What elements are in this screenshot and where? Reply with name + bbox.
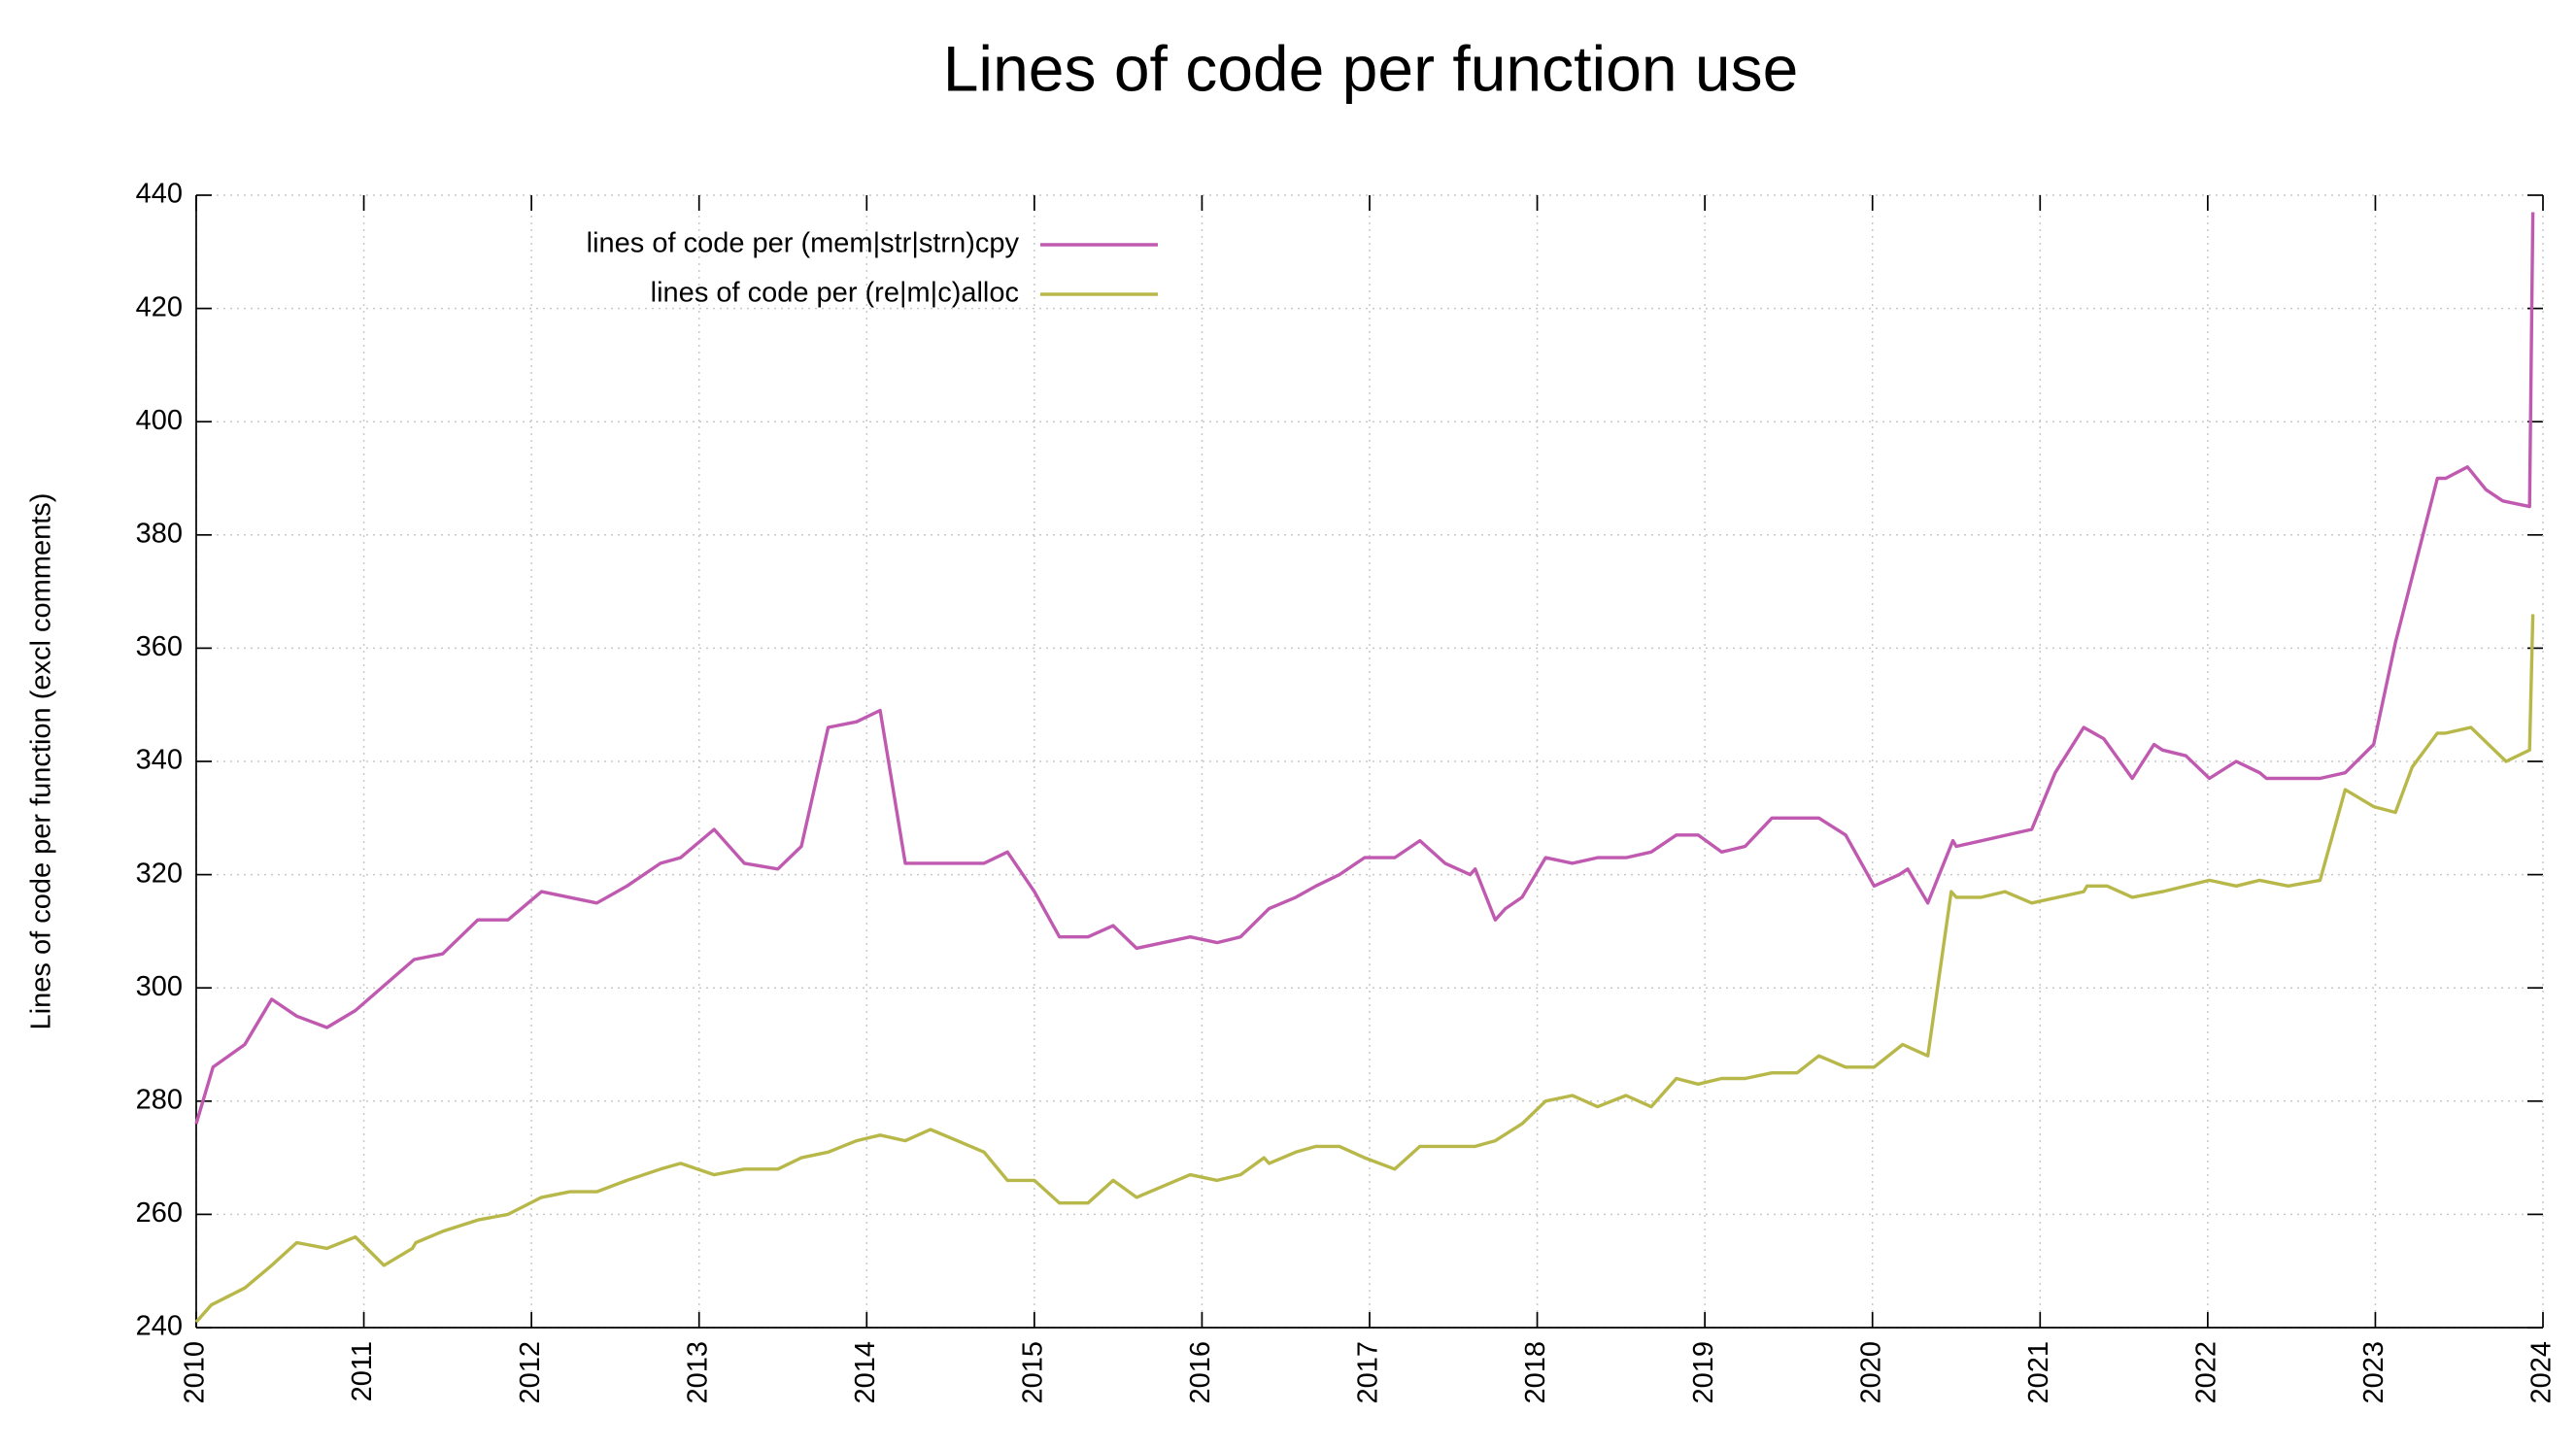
y-tick-label: 260 <box>136 1197 183 1229</box>
y-tick-label: 380 <box>136 518 183 549</box>
y-tick-label: 280 <box>136 1084 183 1115</box>
y-tick-label: 300 <box>136 971 183 1002</box>
chart-title: Lines of code per function use <box>943 32 1799 104</box>
x-tick-label: 2013 <box>682 1341 713 1404</box>
y-tick-label: 320 <box>136 858 183 889</box>
y-tick-label: 420 <box>136 291 183 322</box>
y-tick-label: 440 <box>136 179 183 210</box>
x-tick-label: 2016 <box>1185 1341 1216 1404</box>
x-tick-label: 2023 <box>2358 1341 2390 1404</box>
x-tick-label: 2024 <box>2526 1341 2558 1404</box>
y-tick-label: 360 <box>136 631 183 662</box>
y-tick-label: 400 <box>136 405 183 436</box>
x-tick-label: 2022 <box>2191 1341 2222 1404</box>
legend-label: lines of code per (mem|str|strn)cpy <box>587 228 1020 259</box>
y-tick-label: 240 <box>136 1311 183 1342</box>
x-tick-label: 2017 <box>1353 1341 1384 1404</box>
y-tick-label: 340 <box>136 745 183 776</box>
x-tick-label: 2020 <box>1855 1341 1886 1404</box>
legend-label: lines of code per (re|m|c)alloc <box>651 278 1019 309</box>
x-tick-label: 2018 <box>1520 1341 1551 1404</box>
series-line <box>194 212 2535 1125</box>
x-tick-label: 2021 <box>2023 1341 2054 1404</box>
x-tick-label: 2011 <box>347 1341 378 1401</box>
x-tick-label: 2012 <box>515 1341 546 1404</box>
y-axis-label: Lines of code per function (excl comment… <box>26 493 57 1030</box>
x-tick-label: 2010 <box>180 1341 211 1404</box>
x-tick-label: 2019 <box>1688 1341 1719 1404</box>
x-tick-label: 2014 <box>850 1341 881 1404</box>
series-line <box>194 614 2535 1324</box>
x-tick-label: 2015 <box>1018 1341 1049 1404</box>
